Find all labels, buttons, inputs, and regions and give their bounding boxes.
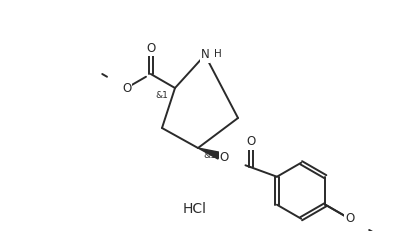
Text: O: O — [220, 151, 229, 164]
Text: N: N — [201, 49, 209, 61]
Text: O: O — [246, 135, 255, 149]
Text: HCl: HCl — [183, 202, 207, 216]
Text: O: O — [345, 212, 354, 225]
Polygon shape — [198, 148, 221, 159]
Text: &1: &1 — [156, 91, 169, 100]
Text: H: H — [214, 49, 222, 59]
Text: O: O — [146, 42, 155, 55]
Text: &1: &1 — [204, 152, 216, 161]
Text: O: O — [122, 82, 131, 94]
